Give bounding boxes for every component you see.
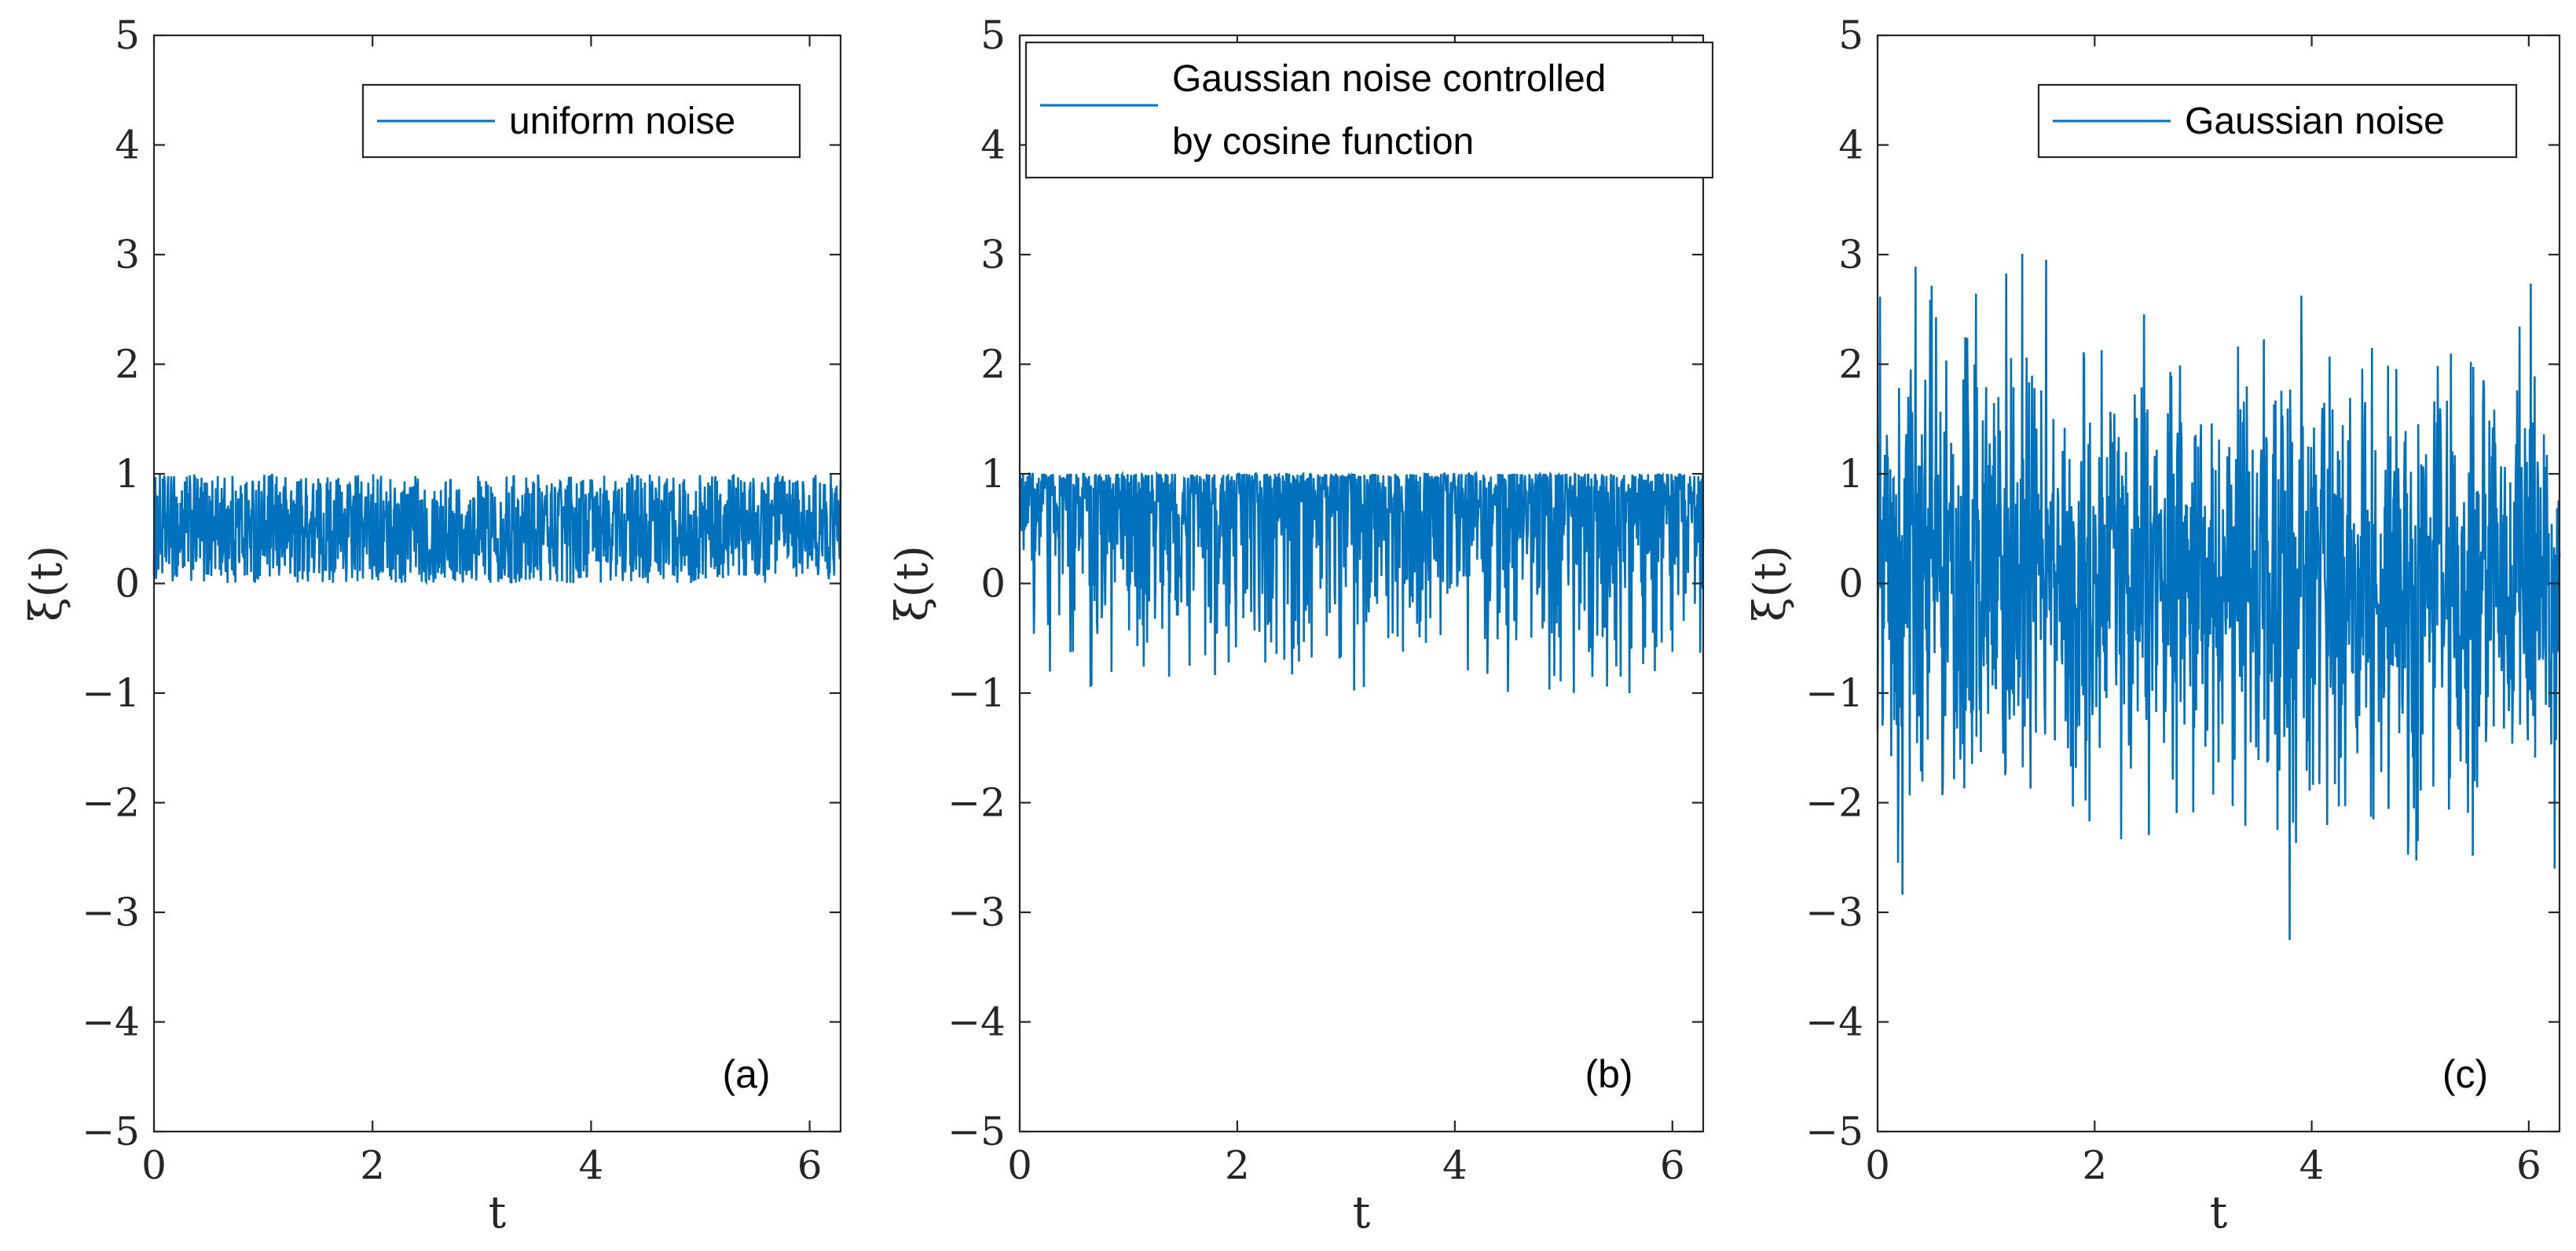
y-tick-label: 4	[980, 123, 1006, 168]
y-tick-label: −2	[1805, 780, 1863, 826]
y-axis-label: ξ(t)	[887, 545, 938, 622]
y-tick-label: −1	[947, 670, 1006, 716]
y-tick-label: −4	[82, 1000, 140, 1045]
series-line	[1876, 254, 2561, 941]
legend-entry: by cosine function	[1172, 121, 1474, 163]
x-tick-label: 2	[360, 1143, 385, 1188]
y-tick-label: 3	[980, 232, 1006, 277]
y-tick-label: 5	[115, 13, 140, 58]
panel-b: −5 −4 −3 −2 −1 0 1 2 3 4 5 0 2 4 6 t ξ(t) Gaussian noise …	[887, 13, 1714, 1238]
legend-box	[1024, 41, 1714, 179]
y-tick-label: 0	[1838, 561, 1863, 607]
y-tick-label: 0	[980, 561, 1006, 607]
legend-entry: Gaussian noise	[2185, 101, 2445, 142]
y-tick-label: −5	[82, 1109, 140, 1154]
y-tick-label: 4	[115, 123, 140, 168]
panel-label: (c)	[2442, 1052, 2488, 1096]
panel-label: (a)	[722, 1052, 770, 1096]
panel-label: (b)	[1585, 1052, 1632, 1096]
legend: Gaussian noise	[2037, 83, 2518, 159]
y-tick-label: −1	[82, 670, 140, 716]
y-tick-label: 1	[980, 451, 1006, 497]
series-line	[1018, 470, 1705, 693]
y-tick-label: 5	[980, 13, 1006, 58]
x-axis-label: t	[489, 1187, 507, 1238]
panel-c: −5 −4 −3 −2 −1 0 1 2 3 4 5 0 2 4 6 t ξ(t) Gaussian noise (…	[1745, 13, 2561, 1238]
y-tick-label: 4	[1838, 123, 1863, 168]
panel-a: −5 −4 −3 −2 −1 0 1 2 3 4 5 0 2 4 6 t ξ(t) uniform noise (a…	[21, 13, 842, 1238]
legend: Gaussian noise controlled by cosine funct…	[1024, 41, 1714, 179]
y-tick-label: −2	[947, 780, 1006, 826]
y-tick-label: −3	[947, 890, 1006, 935]
x-axis-label: t	[1353, 1187, 1371, 1238]
x-tick-label: 4	[2299, 1143, 2325, 1188]
y-tick-label: 1	[1838, 451, 1863, 497]
x-tick-label: 6	[797, 1143, 823, 1188]
y-tick-label: 1	[115, 451, 140, 497]
y-tick-label: 0	[115, 561, 140, 607]
legend-entry: uniform noise	[509, 101, 735, 142]
y-axis-label: ξ(t)	[21, 545, 72, 622]
x-axis-label: t	[2210, 1187, 2228, 1238]
y-tick-label: −4	[947, 1000, 1006, 1045]
y-tick-label: −3	[1805, 890, 1863, 935]
y-tick-label: 2	[115, 342, 140, 387]
y-tick-label: −1	[1805, 670, 1863, 716]
x-tick-label: 0	[141, 1143, 167, 1188]
legend: uniform noise	[361, 83, 801, 159]
x-tick-label: 2	[2082, 1143, 2107, 1188]
y-tick-label: 3	[1838, 232, 1863, 277]
x-tick-label: 0	[1007, 1143, 1032, 1188]
y-tick-label: −4	[1805, 1000, 1863, 1045]
x-tick-label: 6	[1660, 1143, 1685, 1188]
x-tick-label: 4	[578, 1143, 603, 1188]
series-line	[152, 473, 842, 586]
axes-box	[152, 34, 842, 1133]
x-tick-label: 2	[1225, 1143, 1250, 1188]
y-tick-label: −5	[1805, 1109, 1863, 1154]
x-tick-label: 0	[1865, 1143, 1890, 1188]
x-tick-label: 6	[2516, 1143, 2541, 1188]
y-tick-label: 5	[1838, 13, 1863, 58]
y-tick-label: −2	[82, 780, 140, 826]
x-tick-label: 4	[1442, 1143, 1468, 1188]
y-tick-label: 2	[980, 342, 1006, 387]
legend-entry: Gaussian noise controlled	[1172, 58, 1606, 100]
y-tick-label: −5	[947, 1109, 1006, 1154]
y-tick-label: −3	[82, 890, 140, 935]
y-tick-label: 3	[115, 232, 140, 277]
y-axis-label: ξ(t)	[1745, 545, 1796, 622]
y-tick-label: 2	[1838, 342, 1863, 387]
